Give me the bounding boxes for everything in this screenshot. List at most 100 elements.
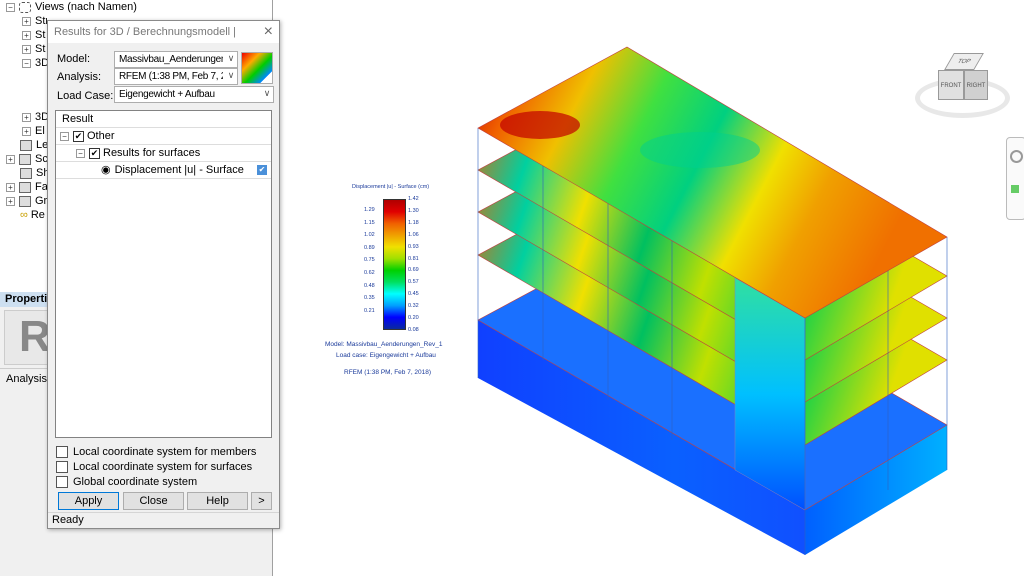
model-select[interactable]: Massivbau_Aenderungen_Re ∨ — [114, 51, 238, 68]
legend-tick-left: 1.29 — [364, 207, 375, 213]
legend-title: Displacement |u| - Surface (cm) — [352, 184, 430, 190]
legend-tick-right: 0.69 — [408, 267, 419, 274]
help-button[interactable]: Help — [187, 492, 248, 510]
legend-tick-right: 0.93 — [408, 243, 419, 250]
legend-icon — [20, 139, 32, 151]
group-icon — [19, 195, 31, 207]
expand-icon[interactable]: + — [6, 154, 15, 164]
rfem-results-button[interactable] — [241, 52, 273, 84]
option-global[interactable]: Global coordinate system — [56, 476, 198, 489]
tree-item[interactable]: + Sch — [6, 152, 47, 166]
option-local-surfaces[interactable]: Local coordinate system for surfaces — [56, 461, 253, 474]
tree-item-views[interactable]: − Views (nach Namen) — [6, 0, 137, 14]
collapse-icon[interactable]: − — [60, 131, 69, 141]
option-label: Global coordinate system — [73, 476, 198, 488]
tree-item[interactable]: + St — [22, 42, 47, 56]
steering-wheel-icon[interactable] — [1010, 150, 1023, 163]
tree-item-label: St — [35, 43, 46, 55]
low-displacement-zone — [640, 132, 760, 168]
checkbox[interactable]: ✔ — [89, 147, 100, 159]
analysis-label: Analysis: — [57, 71, 102, 83]
checkbox[interactable] — [56, 476, 68, 489]
link-icon: ∞ — [20, 209, 28, 221]
views-icon — [19, 1, 31, 13]
radio-selected-icon[interactable]: ◉ — [101, 164, 111, 176]
base-left-face — [478, 320, 805, 555]
legend-tick-left: 0.48 — [364, 282, 375, 289]
tree-item-label: 3D — [35, 111, 47, 123]
visible-checkbox[interactable]: ✔ — [257, 165, 267, 175]
tree-item-label: El — [35, 125, 45, 137]
view-cube-top[interactable]: TOP — [944, 53, 984, 70]
view-cube[interactable]: FRONT RIGHT TOP — [913, 48, 1013, 118]
expand-icon[interactable]: + — [22, 30, 31, 40]
dialog-title: Results for 3D / Berechnungsmodell | — [54, 26, 236, 38]
core-wall-front — [734, 277, 806, 511]
tree-item[interactable]: + El — [22, 124, 47, 138]
legend-tick-left: 1.15 — [364, 219, 375, 226]
tree-item[interactable]: Leg — [20, 138, 47, 152]
legend-tick-right: 0.08 — [408, 327, 419, 333]
legend: Displacement |u| - Surface (cm) 1.42 1.30… — [325, 180, 470, 380]
expand-icon[interactable]: + — [22, 16, 31, 26]
option-local-members[interactable]: Local coordinate system for members — [56, 446, 256, 459]
checkbox[interactable]: ✔ — [73, 130, 84, 142]
legend-model: Model: Massivbau_Aenderungen_Rev_1 — [325, 341, 443, 348]
result-label: Other — [87, 130, 115, 142]
model-label: Model: — [57, 53, 91, 65]
tree-item[interactable]: + St — [22, 28, 47, 42]
legend-tick-right: 0.20 — [408, 315, 419, 322]
tree-item-label: Leg — [36, 139, 47, 151]
apply-button[interactable]: Apply — [58, 492, 119, 510]
legend-color-bar — [383, 199, 406, 330]
analysis-select[interactable]: RFEM (1:38 PM, Feb 7, 2018) ∨ — [114, 68, 238, 85]
legend-tick-right: 0.32 — [408, 303, 419, 310]
tree-item-label: Sch — [35, 153, 47, 165]
tree-item[interactable]: −3D — [22, 56, 47, 70]
tree-item[interactable]: + Gro — [6, 194, 47, 208]
legend-tick-left: 1.02 — [364, 232, 375, 239]
expand-icon[interactable]: + — [22, 112, 31, 122]
tree-item[interactable]: +3D — [22, 110, 47, 124]
result-item-surfaces[interactable]: − ✔ Results for surfaces — [56, 145, 271, 162]
tree-item[interactable]: ∞ Re — [20, 208, 47, 222]
result-item-displacement[interactable]: ◉ Displacement |u| - Surface ✔ — [56, 162, 271, 179]
legend-tick-right: 1.06 — [408, 231, 419, 238]
close-icon[interactable]: × — [263, 23, 273, 40]
chevron-down-icon: ∨ — [227, 70, 235, 80]
checkbox[interactable] — [56, 446, 68, 459]
sheet-icon — [20, 167, 32, 179]
expand-icon[interactable]: + — [6, 182, 15, 192]
model-value: Massivbau_Aenderungen_Re — [119, 54, 223, 65]
collapse-icon[interactable]: − — [6, 2, 15, 12]
legend-loadcase: Load case: Eigengewicht + Aufbau — [336, 352, 436, 359]
legend-tick-left: 0.35 — [364, 295, 375, 302]
results-dialog: Results for 3D / Berechnungsmodell | × Mo… — [47, 20, 280, 529]
view-cube-right[interactable]: RIGHT — [964, 70, 988, 100]
status-bar: Ready — [48, 512, 279, 528]
view-cube-front[interactable]: FRONT — [938, 70, 964, 100]
loadcase-label: Load Case: — [57, 90, 114, 102]
tree-item[interactable]: + Structural Plans (Deckenpläne) — [22, 14, 47, 28]
more-button[interactable]: > — [251, 492, 272, 510]
result-item-other[interactable]: − ✔ Other — [56, 128, 271, 145]
result-tree[interactable]: Result − ✔ Other − ✔ Results for surfaces ◉ D… — [55, 110, 272, 438]
tree-item-label: Structural Plans (Deckenpläne) — [35, 15, 47, 27]
expand-icon[interactable]: + — [22, 126, 31, 136]
legend-tick-right: 0.57 — [408, 279, 419, 286]
option-label: Local coordinate system for surfaces — [73, 461, 253, 473]
3d-model-view[interactable] — [273, 0, 1024, 576]
loadcase-select[interactable]: Eigengewicht + Aufbau ∨ — [114, 86, 274, 103]
collapse-icon[interactable]: − — [76, 148, 85, 158]
chevron-down-icon: ∨ — [227, 53, 235, 63]
legend-tick-left: 0.62 — [364, 270, 375, 276]
navigation-bar[interactable] — [1006, 137, 1024, 220]
zoom-icon[interactable] — [1011, 185, 1019, 193]
tree-item[interactable]: + Fa — [6, 180, 47, 194]
checkbox[interactable] — [56, 461, 68, 474]
tree-item[interactable]: She — [20, 166, 47, 180]
collapse-icon[interactable]: − — [22, 58, 31, 68]
expand-icon[interactable]: + — [22, 44, 31, 54]
close-button[interactable]: Close — [123, 492, 184, 510]
expand-icon[interactable]: + — [6, 196, 15, 206]
